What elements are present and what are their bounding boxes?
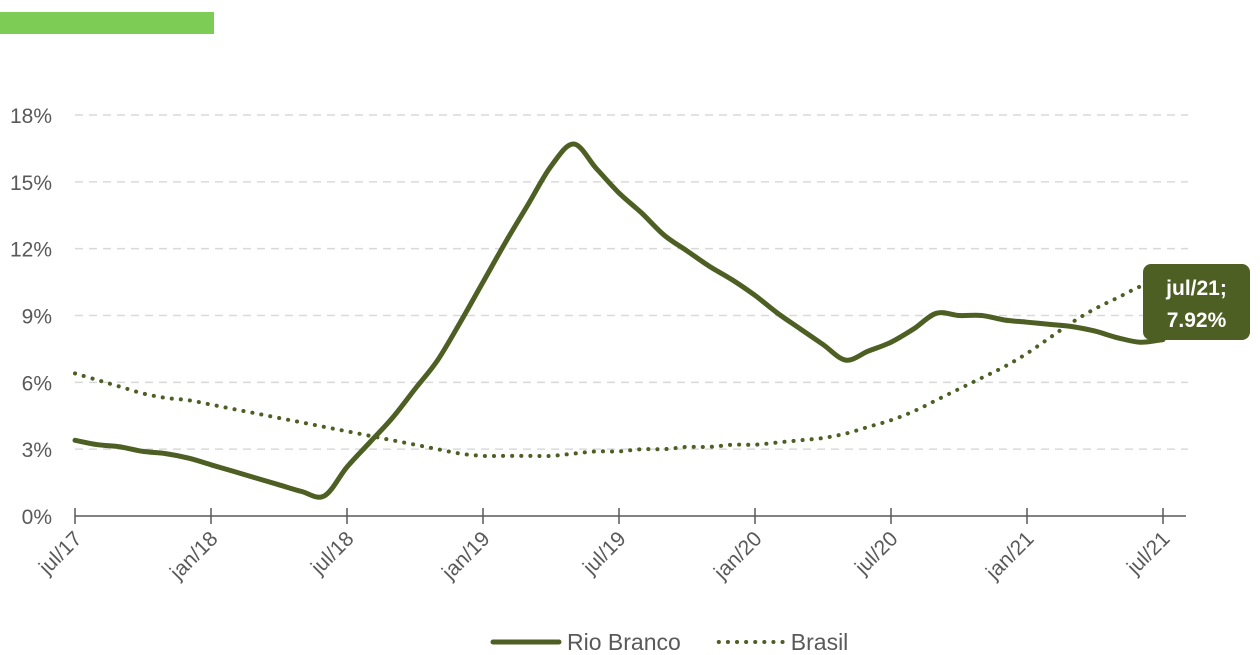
x-axis bbox=[74, 508, 1186, 524]
legend-label-brasil: Brasil bbox=[791, 629, 849, 655]
callout-box bbox=[1143, 264, 1250, 340]
series-line-rio-branco bbox=[72, 141, 1166, 500]
x-axis-tick-labels: jul/17 jan/18 jul/18 jan/19 jul/19 jan/20 jul/… bbox=[34, 527, 1174, 584]
x-tick-label: jan/20 bbox=[709, 527, 766, 584]
x-tick-label: jan/18 bbox=[165, 527, 222, 584]
value-callout: jul/21; 7.92% bbox=[1143, 264, 1250, 340]
x-tick-label: jan/19 bbox=[437, 527, 494, 584]
series-line-brasil bbox=[73, 277, 1165, 459]
callout-date: jul/21; bbox=[1165, 277, 1227, 300]
x-tick-label: jul/20 bbox=[850, 527, 902, 579]
callout-value: 7.92% bbox=[1167, 309, 1227, 332]
x-tick-label: jul/21 bbox=[1122, 527, 1174, 579]
legend-label-rio-branco: Rio Branco bbox=[567, 629, 681, 655]
y-tick-label: 3% bbox=[22, 439, 52, 462]
header-accent-bar bbox=[0, 12, 214, 34]
y-tick-label: 18% bbox=[10, 105, 52, 128]
x-tick-label: jul/18 bbox=[306, 527, 358, 579]
y-axis-tick-labels: 0% 3% 6% 9% 12% 15% 18% bbox=[10, 105, 52, 529]
legend: Rio Branco Brasil bbox=[490, 629, 849, 655]
x-tick-label: jul/19 bbox=[578, 527, 630, 579]
gridlines bbox=[75, 114, 1188, 450]
y-tick-label: 12% bbox=[10, 239, 52, 262]
y-tick-label: 0% bbox=[22, 506, 52, 529]
y-tick-label: 6% bbox=[22, 372, 52, 395]
y-tick-label: 15% bbox=[10, 172, 52, 195]
x-tick-label: jul/17 bbox=[34, 527, 86, 579]
series-lines bbox=[72, 141, 1166, 500]
y-tick-label: 9% bbox=[22, 306, 52, 329]
x-tick-label: jan/21 bbox=[981, 527, 1038, 584]
